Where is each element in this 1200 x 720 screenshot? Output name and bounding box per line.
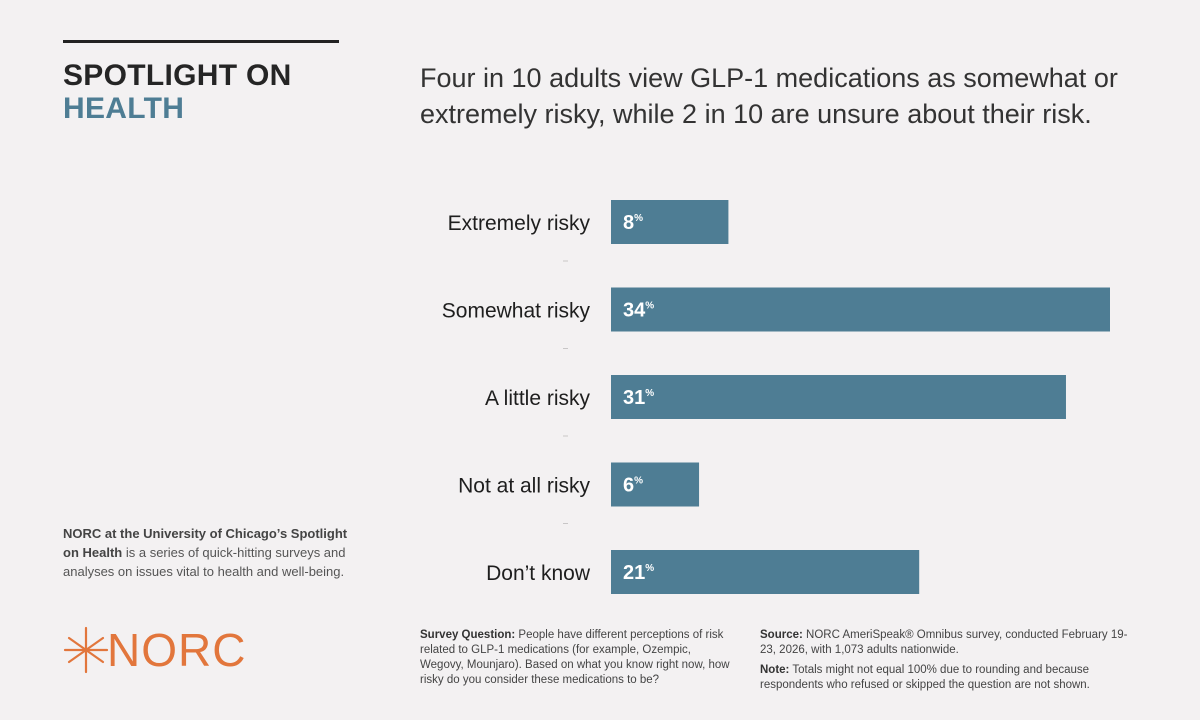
source-label: Source: (760, 629, 803, 641)
bar (611, 375, 1066, 419)
bar (611, 550, 920, 594)
norc-logo: NORC (63, 624, 246, 676)
category-label: Don’t know (486, 562, 591, 585)
logo-text: NORC (107, 624, 247, 676)
top-rule (63, 40, 339, 43)
category-label: A little risky (485, 387, 591, 410)
note: Note: Totals might not equal 100% due to… (760, 663, 1130, 693)
note-label: Note: (760, 664, 790, 676)
source-note: Source: NORC AmeriSpeak® Omnibus survey,… (760, 628, 1130, 693)
bar (611, 200, 729, 244)
bar (611, 287, 1110, 332)
about-text: NORC at the University of Chicago’s Spot… (63, 524, 353, 581)
brand-title-line1: SPOTLIGHT ON (63, 59, 292, 92)
starburst-icon (63, 626, 109, 674)
category-label: Not at all risky (458, 475, 590, 498)
note-text: Totals might not equal 100% due to round… (760, 664, 1090, 691)
about-body: is a series of quick-hitting surveys and… (63, 545, 346, 579)
about-bold: NORC at the University of Chicago’s Spot… (63, 526, 348, 560)
category-label: Somewhat risky (442, 300, 591, 323)
source: Source: NORC AmeriSpeak® Omnibus survey,… (760, 628, 1130, 658)
source-text: NORC AmeriSpeak® Omnibus survey, conduct… (760, 629, 1128, 656)
bar (611, 462, 700, 507)
survey-question-text: People have different perceptions of ris… (420, 629, 730, 686)
survey-question: Survey Question: People have different p… (420, 628, 730, 688)
chart-headline: Four in 10 adults view GLP-1 medications… (420, 63, 1118, 129)
survey-question-label: Survey Question: (420, 629, 516, 641)
category-label: Extremely risky (448, 212, 591, 235)
brand-title-line2: HEALTH (63, 92, 185, 125)
